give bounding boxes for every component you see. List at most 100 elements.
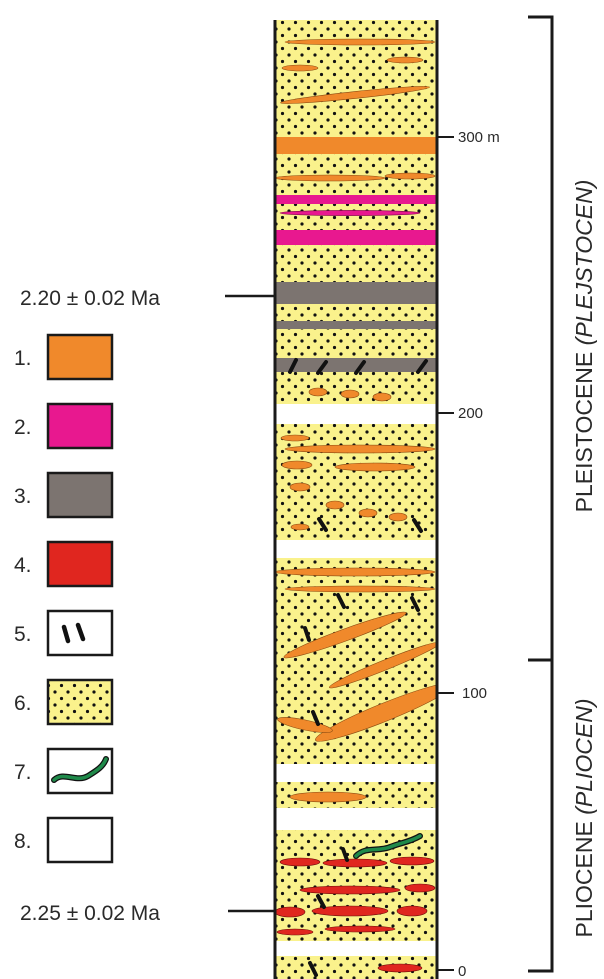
pliocene-label: PLIOCENE (PLIOCEN) bbox=[571, 698, 597, 937]
tick-mark bbox=[316, 894, 326, 909]
orange-lens bbox=[329, 641, 437, 689]
orange-lens bbox=[386, 56, 424, 64]
orange-lens bbox=[281, 64, 319, 72]
tick-mark bbox=[336, 593, 346, 609]
scale-label-0: 0 bbox=[458, 963, 466, 979]
legend-number: 1. bbox=[14, 347, 32, 370]
green-wave-swatch bbox=[46, 747, 114, 795]
orange-band bbox=[275, 137, 437, 154]
orange-lens bbox=[340, 389, 360, 399]
legend-number: 5. bbox=[14, 623, 32, 646]
tick-mark bbox=[354, 360, 366, 375]
sand-background bbox=[275, 20, 437, 979]
pliocene-bracket bbox=[528, 660, 554, 973]
stratigraphic-column bbox=[273, 20, 439, 979]
magenta-swatch bbox=[46, 402, 114, 450]
depth-scale: 300 m 200 100 0 bbox=[437, 129, 500, 979]
tick-mark bbox=[308, 961, 318, 977]
tick-mark bbox=[311, 710, 320, 726]
green-wave bbox=[354, 834, 422, 858]
tick-mark bbox=[412, 518, 423, 533]
orange-lens bbox=[334, 462, 416, 472]
black-ticks bbox=[288, 358, 428, 977]
red-lens bbox=[299, 885, 401, 895]
magenta-band bbox=[275, 195, 437, 204]
red-lenses bbox=[275, 856, 436, 973]
orange-lenses bbox=[275, 38, 437, 803]
orange-swatch bbox=[46, 333, 114, 381]
epoch-local-name: (PLEJSTOCEN) bbox=[571, 180, 597, 346]
orange-lens bbox=[315, 682, 437, 742]
orange-lens bbox=[280, 434, 310, 442]
tick-mark bbox=[341, 847, 349, 862]
white-layer bbox=[275, 540, 437, 558]
orange-lens bbox=[284, 444, 436, 454]
legend-number: 7. bbox=[14, 761, 32, 784]
epoch-local-name: (PLIOCEN) bbox=[571, 698, 597, 814]
orange-lens bbox=[277, 717, 333, 733]
scale-label-200: 200 bbox=[458, 405, 483, 422]
orange-lens bbox=[290, 523, 310, 531]
legend-item: 3. bbox=[14, 471, 114, 519]
red-lens bbox=[276, 928, 314, 936]
orange-lens bbox=[284, 585, 436, 593]
red-lens bbox=[396, 905, 428, 917]
scale-label-100: 100 bbox=[462, 685, 487, 702]
red-lens bbox=[377, 963, 423, 973]
orange-lens bbox=[388, 512, 408, 522]
red-lens bbox=[324, 925, 396, 933]
age-label-lower: 2.25 ± 0.02 Ma bbox=[20, 902, 160, 925]
legend-item: 4. bbox=[14, 540, 114, 588]
white-layer bbox=[275, 404, 437, 424]
tick-mark bbox=[316, 360, 328, 375]
white-layer bbox=[275, 764, 437, 782]
white-layer bbox=[275, 941, 437, 956]
epoch-brackets bbox=[528, 15, 554, 973]
red-lens bbox=[275, 906, 306, 918]
age-markers: 2.20 ± 0.02 Ma 2.25 ± 0.02 Ma bbox=[20, 287, 275, 925]
orange-lens bbox=[283, 611, 407, 659]
orange-lens bbox=[358, 508, 378, 518]
tick-mark bbox=[288, 358, 298, 374]
orange-lens bbox=[384, 172, 436, 180]
orange-lens bbox=[281, 460, 313, 470]
epoch-name: PLEISTOCENE bbox=[571, 345, 597, 512]
legend-number: 2. bbox=[14, 416, 32, 439]
magenta-lens bbox=[279, 210, 421, 216]
legend-item: 6. bbox=[14, 678, 114, 726]
dotted-sand-swatch bbox=[46, 678, 114, 726]
black-ticks-swatch bbox=[46, 609, 114, 657]
orange-lens bbox=[325, 500, 345, 510]
orange-lens bbox=[275, 567, 436, 577]
gray-swatch bbox=[46, 471, 114, 519]
tick-mark bbox=[75, 622, 86, 642]
legend-item: 2. bbox=[14, 402, 114, 450]
legend-item: 8. bbox=[14, 816, 114, 864]
orange-lens bbox=[280, 86, 430, 104]
legend-number: 3. bbox=[14, 485, 32, 508]
white-layer bbox=[275, 808, 437, 830]
orange-lens bbox=[284, 38, 436, 46]
orange-lens bbox=[308, 387, 328, 397]
pleistocene-label: PLEISTOCENE (PLEJSTOCEN) bbox=[571, 180, 597, 513]
age-label-upper: 2.20 ± 0.02 Ma bbox=[20, 287, 160, 310]
gray-band bbox=[275, 358, 437, 372]
magenta-band bbox=[275, 230, 437, 245]
red-swatch bbox=[46, 540, 114, 588]
red-lens bbox=[404, 883, 436, 893]
orange-lens bbox=[289, 482, 311, 492]
gray-band bbox=[275, 282, 437, 304]
tick-mark bbox=[61, 624, 71, 644]
gray-band bbox=[275, 321, 437, 329]
legend-number: 6. bbox=[14, 692, 32, 715]
legend-item: 7. bbox=[14, 747, 114, 795]
red-lens bbox=[279, 857, 321, 867]
red-lens bbox=[322, 858, 388, 868]
legend-number: 4. bbox=[14, 554, 32, 577]
red-lens bbox=[311, 905, 389, 917]
legend-number: 8. bbox=[14, 830, 32, 853]
epoch-name: PLIOCENE bbox=[571, 815, 597, 938]
legend: 1. 2. 3. 4. 5. 6. 7. 8. bbox=[14, 333, 114, 864]
tick-mark bbox=[416, 359, 428, 374]
